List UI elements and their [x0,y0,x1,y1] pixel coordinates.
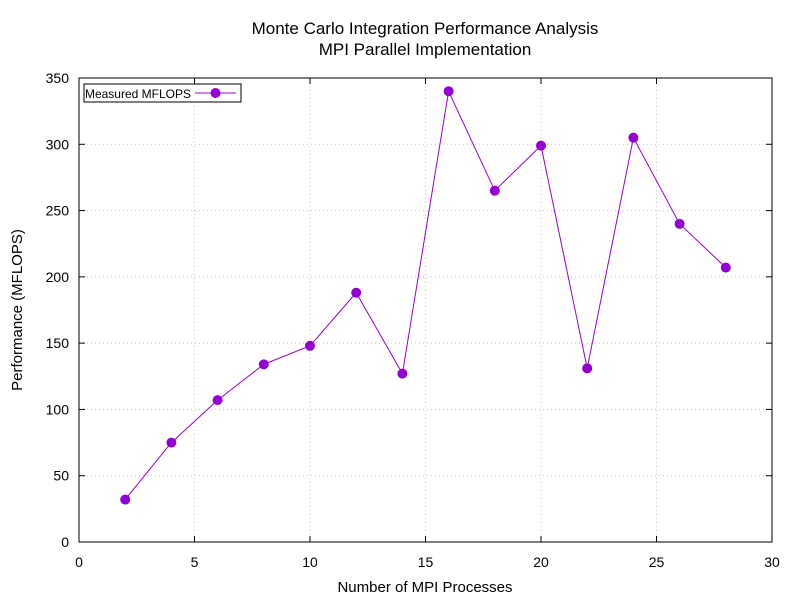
x-axis-label: Number of MPI Processes [337,579,512,596]
data-point [628,132,639,143]
x-tick-label: 10 [302,554,318,570]
data-point [351,287,362,298]
data-point [582,363,593,374]
y-tick-label: 100 [46,401,70,417]
y-tick-label: 300 [46,136,70,152]
x-tick-label: 20 [533,554,549,570]
data-point [397,368,408,379]
data-point [489,185,500,196]
data-point [120,494,131,505]
data-point [674,218,685,229]
y-tick-label: 250 [46,203,70,219]
x-tick-label: 15 [418,554,434,570]
x-tick-label: 30 [764,554,780,570]
x-tick-label: 0 [75,554,83,570]
legend-label: Measured MFLOPS [85,87,191,101]
legend-box [83,83,242,103]
data-point [166,437,177,448]
chart-title: Monte Carlo Integration Performance Anal… [252,19,599,59]
y-tick-label: 350 [46,70,70,86]
data-point [443,86,454,97]
series-line [124,89,727,500]
legend: Measured MFLOPS [83,83,242,103]
y-tick-label: 50 [53,468,69,484]
y-axis-label: Performance (MFLOPS) [9,229,26,391]
data-point [720,262,731,273]
data-point [258,359,269,370]
x-tick-label: 25 [649,554,665,570]
y-tick-label: 0 [61,534,69,550]
legend-marker [210,88,221,98]
y-tick-label: 200 [46,269,70,285]
plot-series [120,86,731,505]
data-point [536,140,546,151]
chart-title-line-1: Monte Carlo Integration Performance Anal… [252,19,599,38]
chart-title-line-2: MPI Parallel Implementation [319,40,532,59]
grid [79,78,772,542]
data-point [212,395,223,406]
data-point [305,340,315,351]
y-tick-label: 150 [46,335,70,351]
x-tick-label: 5 [191,554,199,570]
